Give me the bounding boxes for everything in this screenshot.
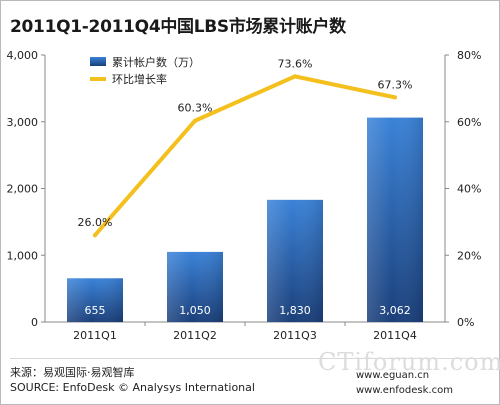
chart-title: 2011Q1-2011Q4中国LBS市场累计账户数	[10, 17, 346, 37]
line-point	[93, 233, 97, 238]
line-value-label: 67.3%	[378, 78, 413, 91]
legend-swatch-bar	[90, 57, 106, 66]
y-tick-label-left: 3,000	[7, 116, 39, 129]
bar-shine	[167, 251, 223, 322]
y-tick-label-right: 0%	[457, 316, 474, 329]
x-tick-label: 2011Q1	[73, 329, 117, 342]
y-tick-label-left: 1,000	[7, 249, 39, 262]
y-tick-label-left: 0	[31, 316, 38, 329]
x-tick-label: 2011Q4	[373, 329, 417, 342]
watermark: CTiforum.com	[318, 348, 500, 376]
source-en: SOURCE: EnfoDesk © Analysys Internationa…	[10, 381, 255, 394]
legend-label-line: 环比增长率	[112, 72, 167, 86]
line-value-label: 60.3%	[178, 102, 213, 115]
y-tick-label-right: 80%	[457, 49, 481, 62]
x-tick-label: 2011Q2	[173, 329, 217, 342]
bar-shine	[67, 278, 123, 322]
legend-label-bar: 累计帐户数（万）	[112, 55, 200, 69]
line-value-label: 73.6%	[278, 57, 313, 70]
source-cn: 来源：易观国际·易观智库	[10, 366, 135, 379]
bar-value-label: 3,062	[379, 304, 411, 317]
line-point	[293, 74, 297, 79]
bar-shine	[267, 199, 323, 322]
footer-divider	[10, 358, 490, 359]
bar-value-label: 1,050	[179, 304, 211, 317]
y-tick-label-left: 4,000	[7, 49, 39, 62]
y-tick-label-right: 20%	[457, 249, 481, 262]
site-link-enfodesk[interactable]: www.enfodesk.com	[356, 385, 453, 396]
bar-value-label: 655	[85, 304, 106, 317]
bar-value-label: 1,830	[279, 304, 311, 317]
site-link-eguan[interactable]: www.eguan.cn	[356, 370, 430, 381]
y-tick-label-right: 40%	[457, 183, 481, 196]
x-tick-label: 2011Q3	[273, 329, 317, 342]
line-value-label: 26.0%	[78, 216, 113, 229]
y-tick-label-left: 2,000	[7, 183, 39, 196]
line-point	[393, 95, 397, 100]
bar-shine	[367, 117, 423, 322]
line-point	[193, 118, 197, 123]
growth-rate-line	[93, 74, 397, 238]
y-tick-label-right: 60%	[457, 116, 481, 129]
